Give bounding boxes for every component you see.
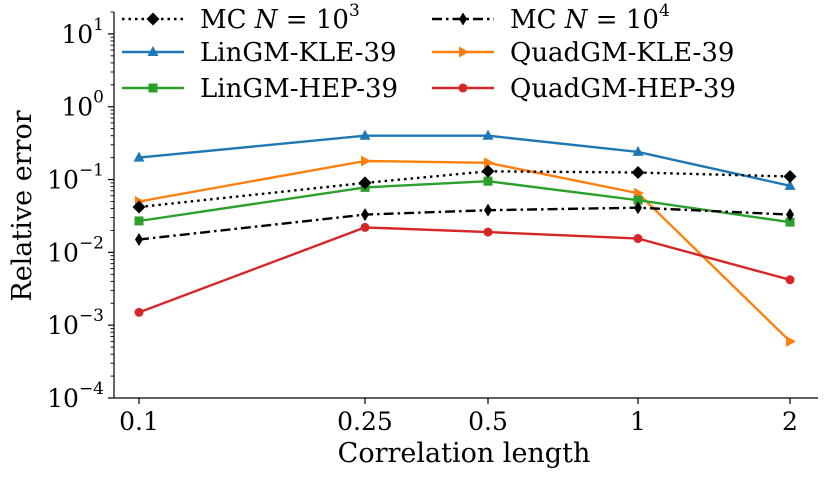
y-tick-base: 10 — [47, 166, 79, 195]
legend-marker — [146, 12, 160, 26]
series-line — [138, 206, 791, 241]
data-point — [634, 201, 642, 215]
data-point — [132, 200, 146, 214]
y-tick-base: 10 — [47, 311, 79, 340]
y-tick-label: 10−1 — [47, 161, 104, 195]
series-layer — [132, 129, 797, 347]
legend-label: MC N = 103 — [200, 1, 360, 35]
x-tick-label: 0.25 — [337, 407, 393, 436]
data-point — [482, 129, 494, 140]
data-point — [785, 275, 795, 285]
data-point — [361, 208, 369, 222]
y-tick-exponent: 1 — [93, 15, 104, 35]
x-tick-label: 2 — [782, 407, 798, 436]
legend-marker — [459, 12, 467, 26]
data-point — [135, 233, 143, 247]
data-point — [631, 165, 645, 179]
data-point — [358, 176, 372, 190]
y-tick-label: 10−2 — [47, 233, 104, 267]
data-point — [360, 222, 370, 232]
y-tick-base: 10 — [61, 20, 93, 49]
series-1 — [135, 201, 794, 247]
y-tick-exponent: −1 — [79, 161, 104, 181]
data-point — [785, 217, 795, 227]
legend-entry: QuadGM-HEP-39 — [432, 74, 736, 104]
data-point — [361, 155, 371, 167]
data-point — [633, 234, 643, 244]
series-line — [138, 159, 791, 343]
x-tick-label: 0.1 — [119, 407, 159, 436]
legend: MC N = 103 MC N = 104 LinGM-KLE-39 QuadGM-K… — [122, 1, 736, 104]
y-tick-exponent: 0 — [93, 88, 104, 108]
legend-entry: QuadGM-KLE-39 — [432, 38, 734, 68]
y-tick-exponent: −2 — [79, 233, 104, 253]
series-line — [138, 170, 791, 209]
data-point — [633, 195, 643, 205]
data-point — [134, 307, 144, 317]
legend-label: LinGM-HEP-39 — [200, 74, 398, 104]
legend-label: MC N = 104 — [510, 1, 670, 35]
y-tick-label: 10−3 — [47, 306, 104, 340]
y-axis-label: Relative error — [7, 110, 38, 301]
y-tick-base: 10 — [61, 93, 93, 122]
x-ticks: 0.1 0.25 0.5 1 2 — [119, 398, 798, 436]
x-tick-label: 1 — [630, 407, 646, 436]
x-tick-label: 0.5 — [468, 407, 508, 436]
legend-marker — [147, 46, 159, 56]
legend-entry: LinGM-KLE-39 — [122, 38, 397, 68]
data-point — [481, 164, 495, 178]
series-5 — [134, 222, 795, 317]
y-tick-base: 10 — [47, 384, 79, 413]
y-tick-base: 10 — [47, 238, 79, 267]
data-point — [784, 179, 796, 190]
x-axis-label: Correlation length — [338, 438, 591, 469]
data-point — [786, 335, 796, 347]
series-3 — [135, 155, 796, 347]
data-point — [783, 170, 797, 184]
data-point — [786, 208, 794, 222]
data-point — [134, 216, 144, 226]
series-2 — [133, 129, 796, 190]
legend-label: QuadGM-KLE-39 — [510, 38, 734, 68]
legend-label: QuadGM-HEP-39 — [510, 74, 736, 104]
axes — [113, 12, 818, 399]
series-line — [138, 226, 791, 314]
data-point — [484, 203, 492, 217]
legend-entry: MC N = 104 — [432, 1, 670, 35]
legend-label: LinGM-KLE-39 — [200, 38, 397, 68]
data-point — [133, 151, 145, 162]
legend-entry: MC N = 103 — [122, 1, 360, 35]
y-tick-label: 100 — [61, 88, 104, 122]
series-0 — [132, 164, 797, 214]
series-line — [138, 134, 791, 187]
data-point — [483, 227, 493, 237]
legend-entry: LinGM-HEP-39 — [122, 74, 398, 104]
y-tick-exponent: −4 — [79, 379, 104, 399]
data-point — [359, 129, 371, 140]
y-tick-label: 101 — [61, 15, 104, 49]
legend-marker — [458, 83, 468, 93]
series-line — [138, 179, 791, 224]
y-tick-exponent: −3 — [79, 306, 104, 326]
data-point — [484, 157, 494, 169]
data-point — [483, 176, 493, 186]
legend-marker — [459, 46, 469, 58]
data-point — [632, 145, 644, 156]
legend-marker — [148, 83, 158, 93]
y-tick-label: 10−4 — [47, 379, 104, 413]
